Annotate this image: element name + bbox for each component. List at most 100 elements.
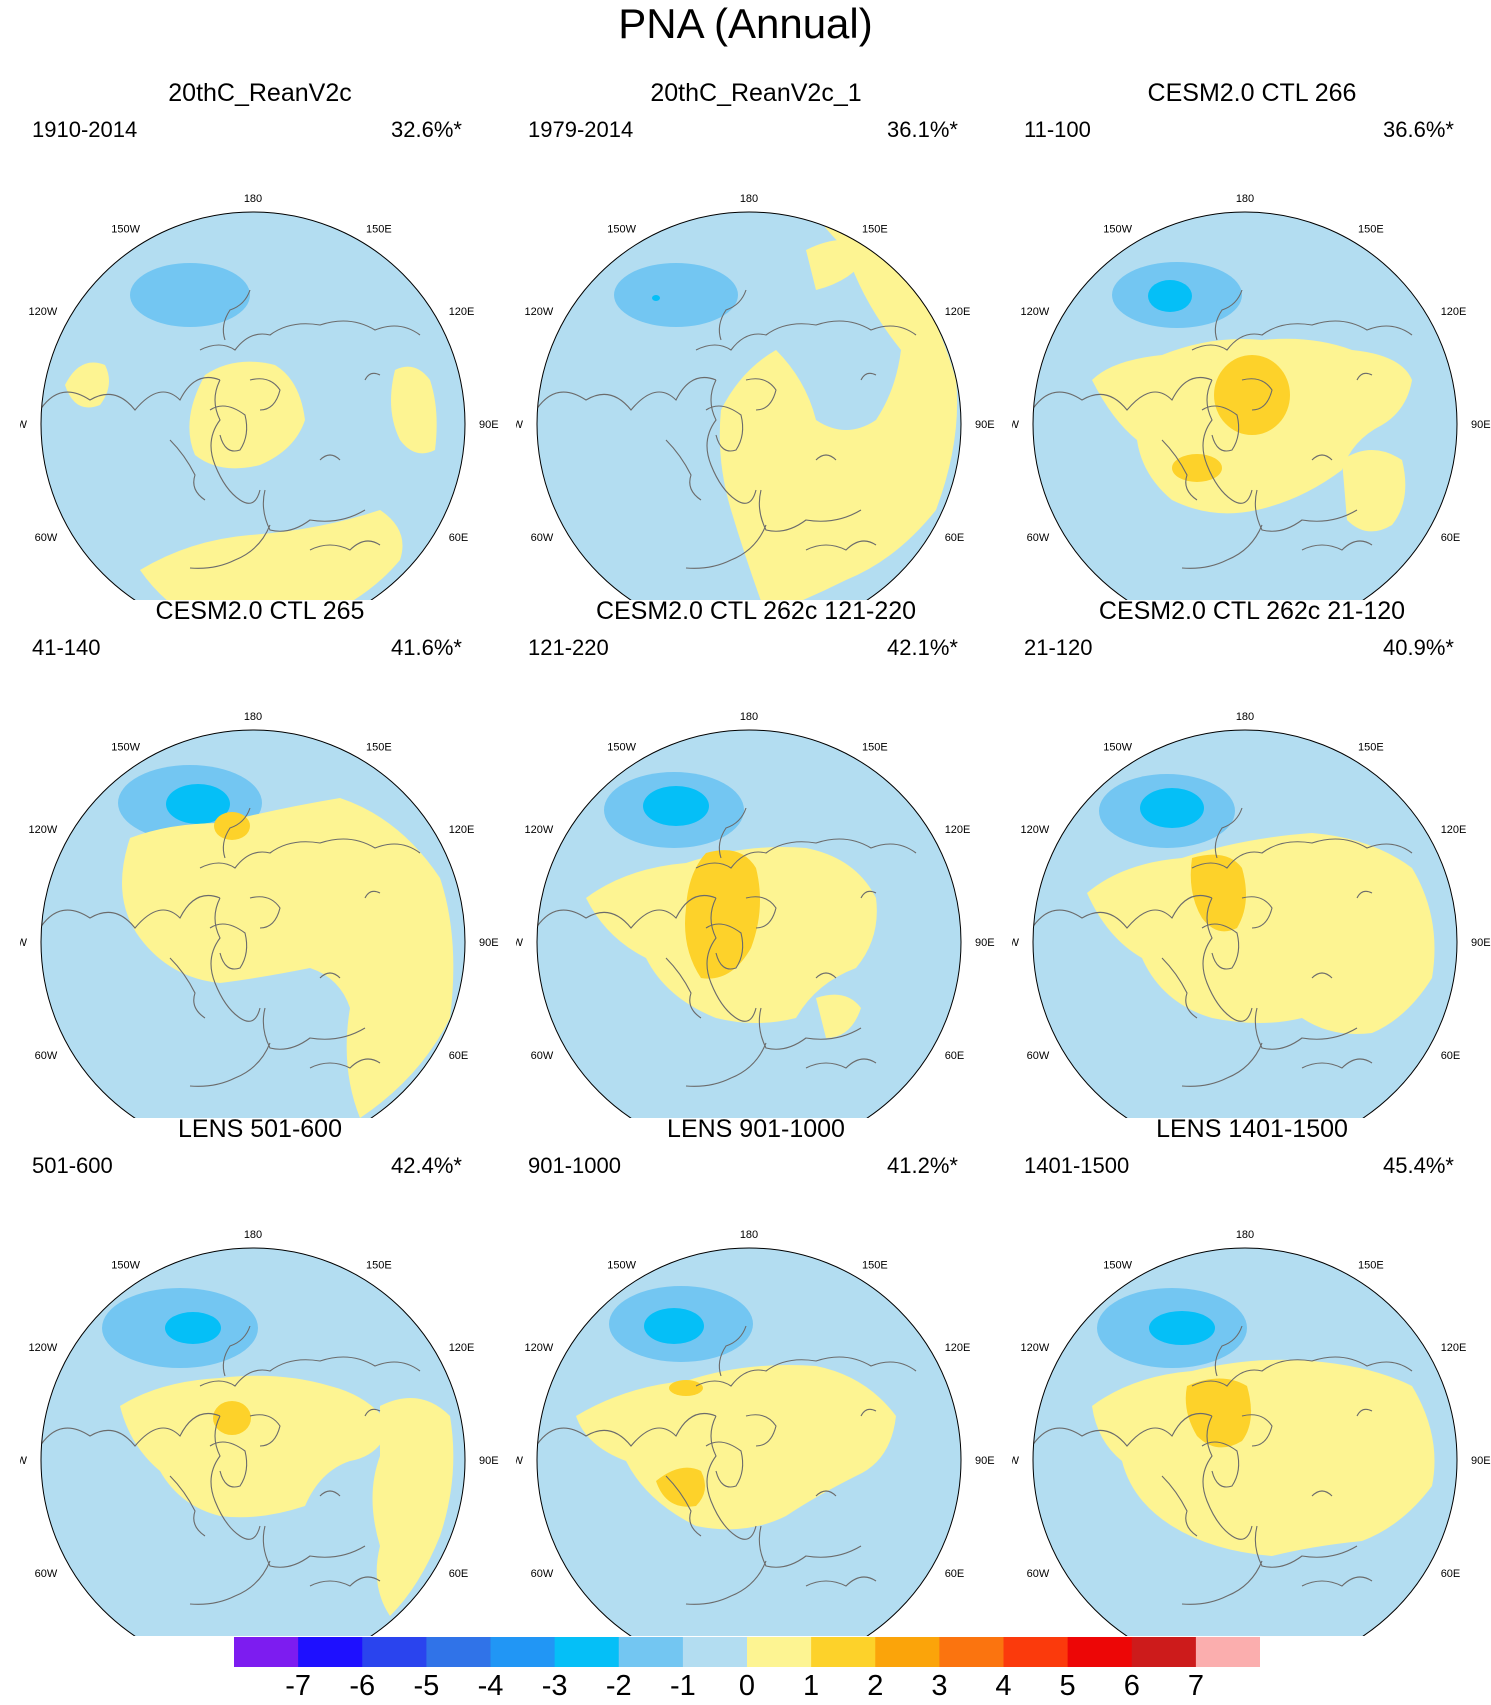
panel-title: CESM2.0 CTL 266 — [1147, 79, 1357, 107]
coastlines — [537, 1325, 917, 1605]
panel-period: 1979-2014 — [528, 117, 634, 142]
longitude-label: 120W — [525, 306, 554, 318]
longitude-label: 150W — [607, 223, 636, 235]
coastline — [705, 1441, 744, 1488]
negative-anomaly-core — [1148, 280, 1192, 312]
longitude-label: 150W — [111, 1259, 140, 1271]
longitude-label: 120W — [1021, 1342, 1050, 1354]
positive-anomaly — [122, 798, 454, 1118]
panel-variance: 42.1%* — [887, 635, 958, 660]
panel-variance: 41.6%* — [391, 635, 462, 660]
coastline — [309, 1058, 381, 1069]
longitude-labels: 180150E120E90E60E30E030W60W90W120W150W — [20, 193, 499, 544]
coastline — [209, 923, 248, 970]
coastline — [169, 957, 206, 1019]
longitude-labels: 180150E120E90E60E30E030W60W90W120W150W — [516, 193, 995, 544]
colorbar-swatch — [682, 1637, 748, 1667]
colorbar-swatch — [234, 1637, 299, 1667]
colorbar-label: -2 — [605, 1670, 632, 1702]
coastline — [695, 320, 917, 351]
coastline — [706, 897, 757, 1022]
longitude-labels: 180150E120E90E60E30E030W60W90W120W150W — [516, 1229, 995, 1580]
map-panel: CESM2.0 CTL 266 11-100 36.6%* 180 150E 120… — [1012, 79, 1491, 600]
positive-anomaly — [372, 1398, 454, 1616]
coastline — [319, 972, 341, 979]
positive-anomaly-core — [1185, 1378, 1251, 1448]
positive-anomaly-core — [1214, 355, 1290, 435]
coastline — [1201, 923, 1240, 970]
longitude-label: 180 — [1236, 711, 1254, 723]
panel-variance: 36.1%* — [887, 117, 958, 142]
longitude-label: 120E — [449, 824, 475, 836]
longitude-label: 90W — [20, 937, 28, 949]
map-boundary — [1032, 1247, 1458, 1636]
colorbar-swatch — [298, 1637, 363, 1667]
longitude-label: 120E — [945, 306, 971, 318]
coastline — [1202, 379, 1253, 504]
coastline — [1301, 540, 1373, 551]
panel-variance: 41.2%* — [887, 1153, 958, 1178]
map-boundary — [536, 729, 962, 1118]
longitude-label: 60W — [531, 532, 554, 544]
longitude-label: 150E — [366, 1259, 392, 1271]
coastline — [805, 1576, 877, 1587]
coastline — [745, 896, 777, 929]
coastline — [169, 439, 206, 501]
coastline — [685, 524, 767, 569]
longitude-label: 90W — [1012, 419, 1020, 431]
longitude-label: 60E — [945, 532, 965, 544]
longitude-label: 60E — [449, 532, 469, 544]
longitude-label: 120E — [945, 824, 971, 836]
longitude-label: 60W — [531, 1050, 554, 1062]
polar-map: 180150E120E90E60E30E030W60W90W120W150W — [516, 711, 995, 1118]
coastline — [1033, 894, 1213, 929]
coastlines — [537, 807, 917, 1087]
longitude-label: 60E — [449, 1568, 469, 1580]
panel-period: 901-1000 — [528, 1153, 621, 1178]
panel-period: 21-120 — [1024, 635, 1093, 660]
longitude-label: 120W — [29, 306, 58, 318]
longitude-label: 150W — [1103, 223, 1132, 235]
coastline — [695, 838, 917, 869]
coastline — [1214, 1325, 1243, 1377]
coastline — [537, 376, 717, 411]
coastline — [1254, 489, 1358, 532]
panel-period: 11-100 — [1024, 117, 1091, 142]
panel-variance: 45.4%* — [1383, 1153, 1454, 1178]
coastline — [1191, 1356, 1413, 1387]
coastline — [262, 489, 366, 532]
longitude-label: 90W — [1012, 1455, 1020, 1467]
longitude-label: 150W — [607, 741, 636, 753]
coastline — [1181, 1560, 1263, 1605]
colorbar-label: 7 — [1187, 1670, 1204, 1702]
negative-anomaly-core — [1149, 1311, 1215, 1345]
panel-variance: 42.4%* — [391, 1153, 462, 1178]
negative-anomaly-core — [1140, 788, 1204, 828]
longitude-label: 60W — [1027, 1050, 1050, 1062]
coastline — [1161, 439, 1198, 501]
coastline — [209, 1441, 248, 1488]
positive-anomaly — [806, 240, 871, 290]
anomaly-field — [41, 730, 465, 1118]
map-panel: LENS 501-600 501-600 42.4%* 180 150E 120E 9… — [20, 1115, 500, 1636]
coastline — [745, 1414, 777, 1447]
longitude-label: 150E — [1358, 223, 1384, 235]
coastline — [815, 1490, 837, 1497]
longitude-label: 60W — [35, 532, 58, 544]
coastline — [1311, 1490, 1333, 1497]
positive-anomaly — [1092, 1359, 1435, 1556]
longitude-label: 90W — [516, 937, 524, 949]
colorbar-swatch — [554, 1637, 620, 1667]
negative-anomaly-core — [643, 786, 709, 826]
longitude-labels: 180150E120E90E60E30E030W60W90W120W150W — [1012, 193, 1491, 544]
longitude-label: 90E — [479, 419, 499, 431]
colorbar-label: -4 — [477, 1670, 504, 1702]
coastline — [695, 1356, 917, 1387]
longitude-label: 120E — [449, 1342, 475, 1354]
longitude-label: 60E — [449, 1050, 469, 1062]
colorbar-label: 1 — [803, 1670, 820, 1702]
negative-anomaly-core — [652, 295, 660, 301]
coastline — [1033, 376, 1213, 411]
coastline — [860, 890, 877, 899]
coastline — [665, 439, 702, 501]
